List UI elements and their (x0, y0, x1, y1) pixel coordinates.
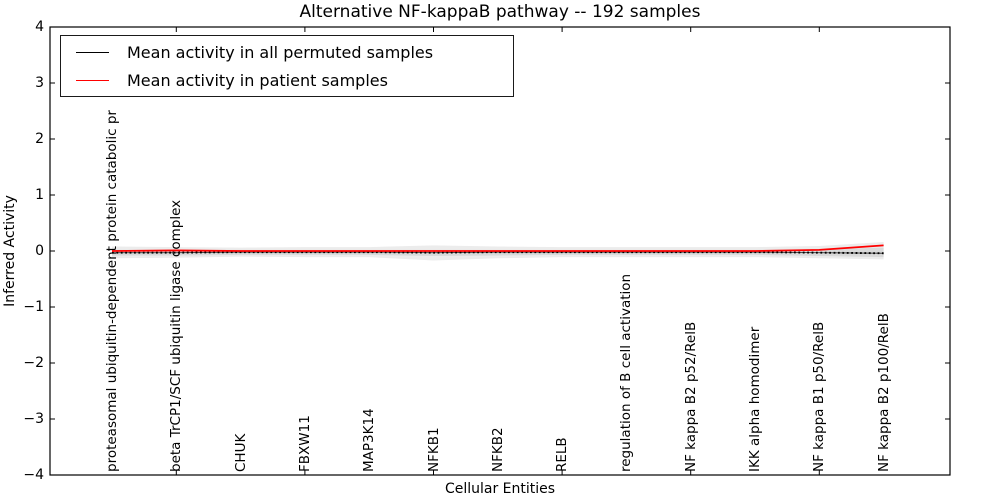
y-tick-label: 0 (35, 243, 44, 259)
y-tick-label: −1 (23, 299, 44, 315)
chart-title: Alternative NF-kappaB pathway -- 192 sam… (299, 2, 701, 22)
legend-entry-label: Mean activity in all permuted samples (127, 42, 434, 62)
legend: Mean activity in all permuted samples Mea… (60, 35, 514, 97)
y-tick-label: −4 (23, 467, 44, 483)
y-tick-label: 1 (35, 187, 44, 203)
legend-rows: Mean activity in all permuted samples Mea… (61, 38, 513, 94)
y-tick-label: −3 (23, 411, 44, 427)
legend-entry: Mean activity in patient samples (61, 66, 513, 94)
y-tick-label: −2 (23, 355, 44, 371)
legend-line-sample (76, 51, 109, 53)
x-axis-label: Cellular Entities (444, 481, 556, 497)
y-tick-label: 3 (35, 75, 44, 91)
y-tick-label: 2 (35, 131, 44, 147)
legend-entry: Mean activity in all permuted samples (61, 38, 513, 66)
legend-entry-label: Mean activity in patient samples (127, 70, 388, 90)
y-tick-label: 4 (35, 19, 44, 35)
legend-line-sample (76, 79, 109, 81)
series-line-patient (111, 244, 884, 252)
series-line-permuted (112, 251, 884, 255)
y-axis-label: Inferred Activity (2, 195, 18, 307)
